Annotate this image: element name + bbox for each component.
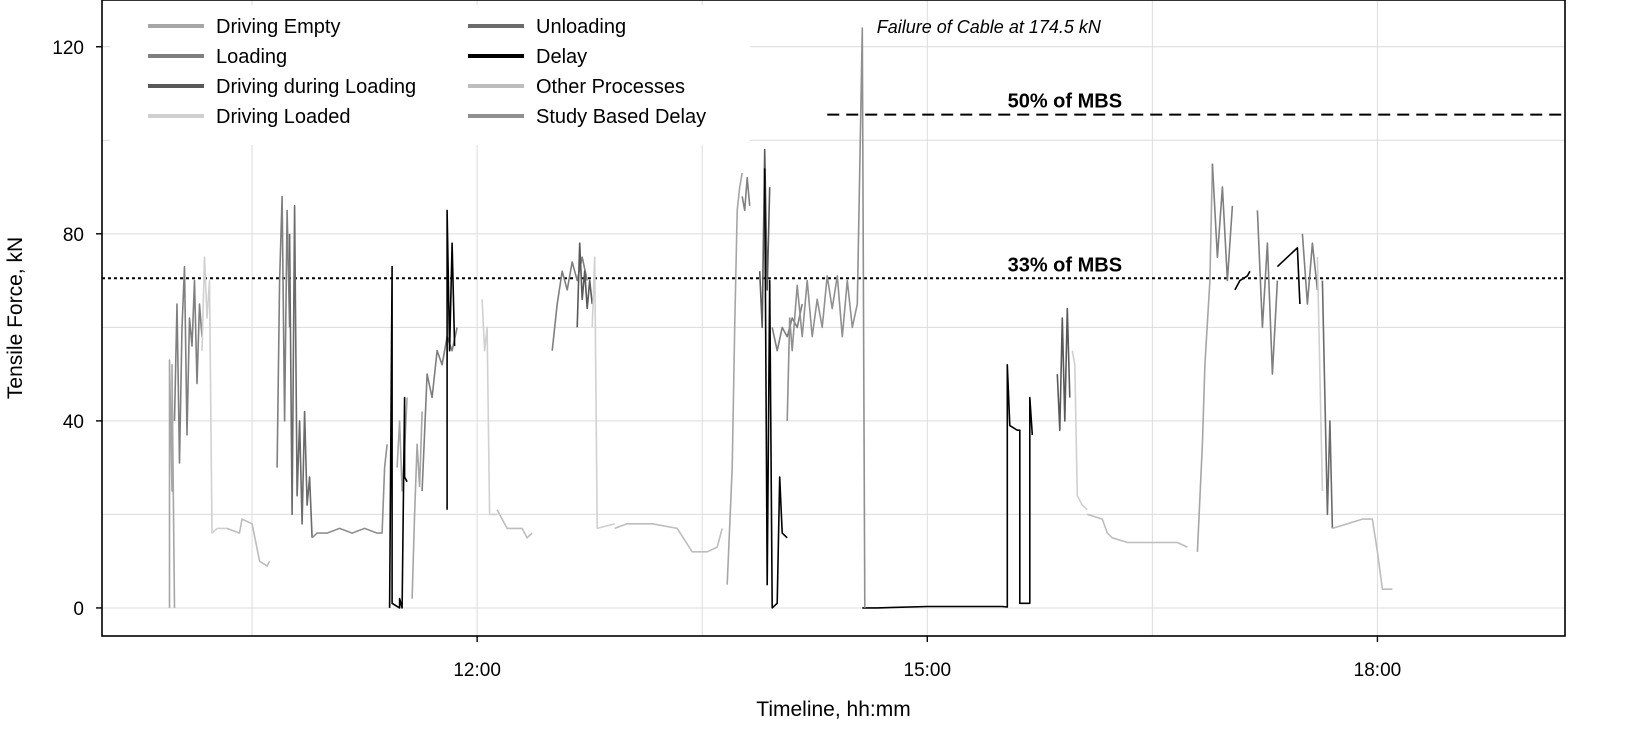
- y-axis-title: Tensile Force, kN: [4, 237, 27, 399]
- series-line: [726, 172, 743, 585]
- series-line: [758, 148, 771, 329]
- x-tick-label: 18:00: [1354, 660, 1402, 681]
- series-line: [396, 397, 408, 492]
- series-line: [173, 265, 203, 464]
- legend: Driving Empty Loading Driving during Loadi…: [110, 5, 750, 145]
- legend-label: Study Based Delay: [536, 106, 706, 128]
- legend-label: Loading: [216, 46, 287, 68]
- series-line: [763, 168, 788, 609]
- series-line: [201, 256, 227, 534]
- series-line: [421, 327, 458, 492]
- series-line: [1276, 247, 1301, 305]
- series-line: [481, 299, 498, 516]
- y-tick-label: 120: [52, 38, 84, 59]
- y-tick-label: 80: [63, 225, 84, 246]
- series-loading: [173, 163, 1319, 492]
- series-line: [1071, 350, 1088, 511]
- plot-frame: [101, 0, 1566, 637]
- y-tick-label: 40: [63, 412, 84, 433]
- series-line: [591, 256, 615, 530]
- legend-label: Driving Empty: [216, 16, 340, 38]
- reference-line-label: 50% of MBS: [1008, 91, 1122, 113]
- series-driving-empty: [168, 163, 1214, 608]
- series-line: [1211, 163, 1234, 282]
- series: [168, 27, 1393, 609]
- series-line: [276, 195, 291, 468]
- legend-label: Driving during Loading: [216, 76, 416, 98]
- series-line: [1087, 513, 1188, 548]
- series-line: [741, 176, 751, 212]
- x-tick-label: 12:00: [453, 660, 501, 681]
- series-driving-during-loading: [576, 148, 1071, 432]
- series-line: [1321, 280, 1334, 529]
- series-line: [1056, 307, 1071, 432]
- annotations: Failure of Cable at 174.5 kN: [877, 17, 1102, 37]
- series-line: [168, 359, 176, 608]
- x-tick-label: 15:00: [904, 660, 952, 681]
- series-line: [576, 242, 593, 328]
- series-line: [862, 363, 1034, 609]
- series-line: [786, 27, 866, 608]
- series-line: [226, 518, 271, 567]
- series-driving-loaded: [201, 256, 1324, 534]
- series-line: [771, 303, 803, 352]
- legend-label: Unloading: [536, 16, 626, 38]
- reference-lines: 50% of MBS 33% of MBS: [102, 91, 1565, 280]
- series-other-processes: [226, 509, 1393, 591]
- series-unloading: [288, 205, 1334, 538]
- series-line: [1301, 233, 1319, 305]
- legend-label: Other Processes: [536, 76, 685, 98]
- series-line: [1256, 210, 1279, 375]
- x-axis-title: Timeline, hh:mm: [756, 698, 910, 721]
- series-line: [311, 444, 388, 539]
- reference-line-label: 33% of MBS: [1008, 254, 1122, 276]
- series-line: [1196, 163, 1214, 552]
- legend-background: [110, 5, 750, 145]
- series-line: [388, 265, 408, 609]
- series-study-based-delay: [311, 27, 866, 608]
- series-line: [411, 411, 423, 599]
- legend-label: Delay: [536, 46, 587, 68]
- series-line: [614, 522, 723, 553]
- series-line: [288, 205, 313, 538]
- series-line: [1316, 257, 1324, 492]
- legend-label: Driving Loaded: [216, 106, 351, 128]
- series-line: [496, 509, 533, 539]
- series-delay: [388, 168, 1301, 609]
- series-line: [1234, 270, 1251, 291]
- series-line: [1332, 518, 1393, 591]
- series-line: [551, 256, 588, 351]
- axes: 0 40 80 120 12:00 15:00 18:00: [52, 38, 1401, 681]
- series-line: [446, 209, 456, 510]
- y-tick-label: 0: [73, 599, 84, 620]
- annotation-label: Failure of Cable at 174.5 kN: [877, 17, 1102, 37]
